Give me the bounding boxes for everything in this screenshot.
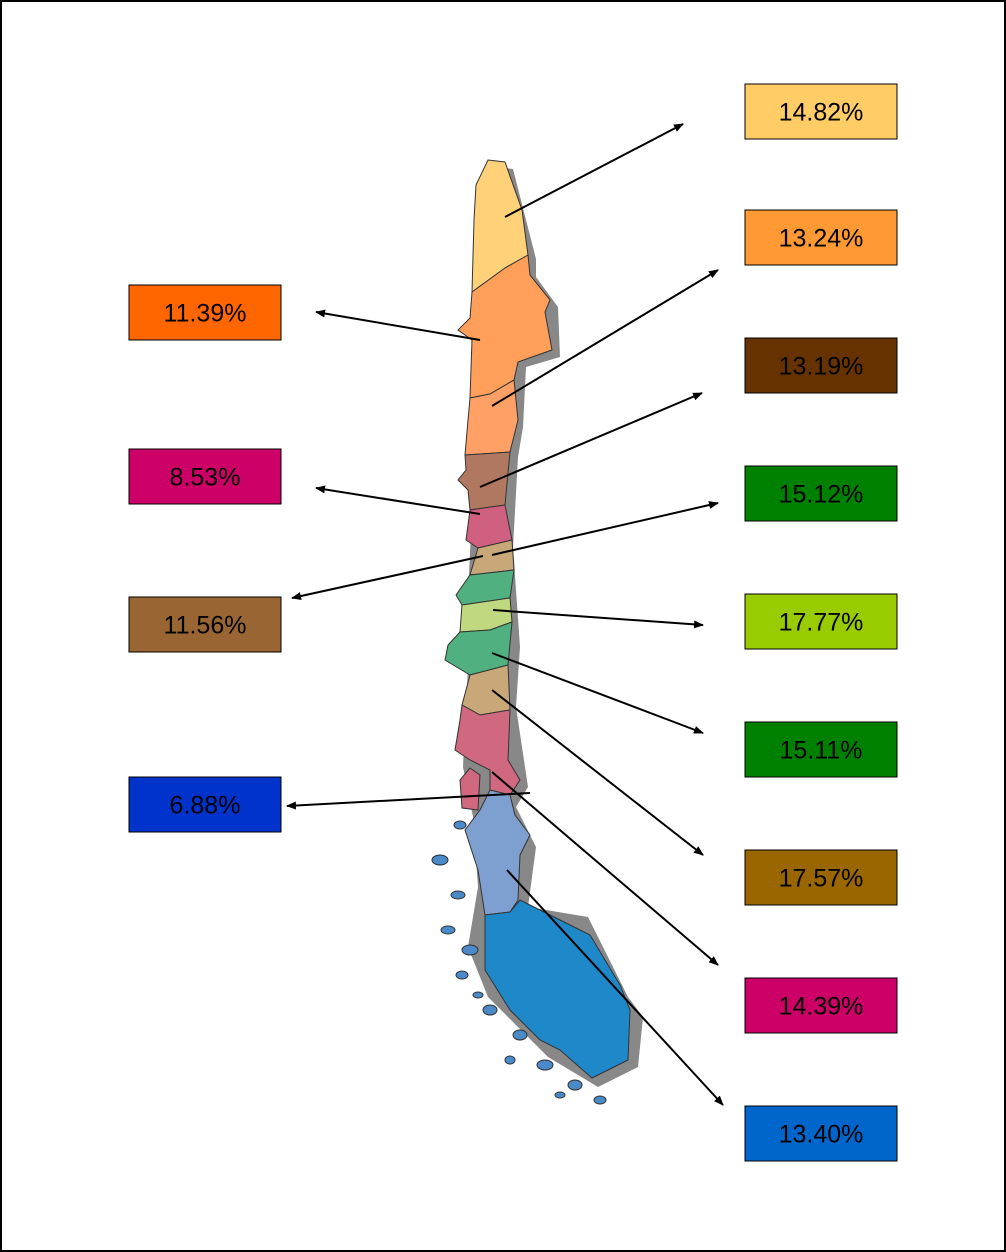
label-box	[744, 849, 898, 906]
map	[431, 159, 631, 1105]
region-shape	[484, 899, 631, 1079]
label-text: 6.88%	[170, 792, 241, 820]
arrow	[491, 689, 704, 856]
arrow	[491, 652, 704, 734]
label-box	[128, 284, 282, 341]
region-shape	[464, 789, 531, 916]
label-box	[744, 977, 898, 1034]
labels: 14.82% 13.24% 13.19% 15.12% 17.77% 15.11% 17.5…	[128, 83, 898, 1162]
label-box	[128, 448, 282, 505]
arrow	[504, 123, 684, 218]
arrow	[491, 269, 719, 407]
label-text: 17.77%	[779, 609, 864, 637]
label-text: 14.39%	[779, 993, 864, 1021]
label-text: 11.56%	[164, 612, 247, 640]
arrow	[506, 869, 724, 1106]
label-box	[744, 337, 898, 394]
label-box	[744, 83, 898, 140]
arrow	[491, 771, 719, 966]
arrows	[286, 123, 724, 1106]
arrow	[479, 392, 703, 488]
islands	[431, 820, 607, 1105]
label-text: 15.12%	[779, 481, 864, 509]
region-shape	[457, 451, 511, 511]
label-box	[744, 465, 898, 522]
arrow	[492, 609, 704, 629]
label-box	[128, 596, 282, 653]
arrow	[286, 792, 531, 810]
region-shape	[457, 254, 553, 399]
label-box	[128, 776, 282, 833]
label-box	[744, 593, 898, 650]
arrow	[315, 485, 481, 515]
label-box	[744, 209, 898, 266]
arrow	[491, 501, 719, 556]
label-box	[744, 1105, 898, 1162]
label-text: 15.11%	[780, 737, 863, 765]
arrow	[291, 555, 484, 600]
label-text: 11.39%	[164, 300, 247, 328]
label-text: 14.82%	[779, 99, 864, 127]
label-text: 13.40%	[779, 1121, 864, 1149]
label-text: 8.53%	[170, 464, 241, 492]
label-text: 13.24%	[779, 225, 864, 253]
label-box	[744, 721, 898, 778]
label-text: 17.57%	[779, 865, 864, 893]
arrow	[315, 309, 481, 341]
label-text: 13.19%	[779, 353, 864, 381]
